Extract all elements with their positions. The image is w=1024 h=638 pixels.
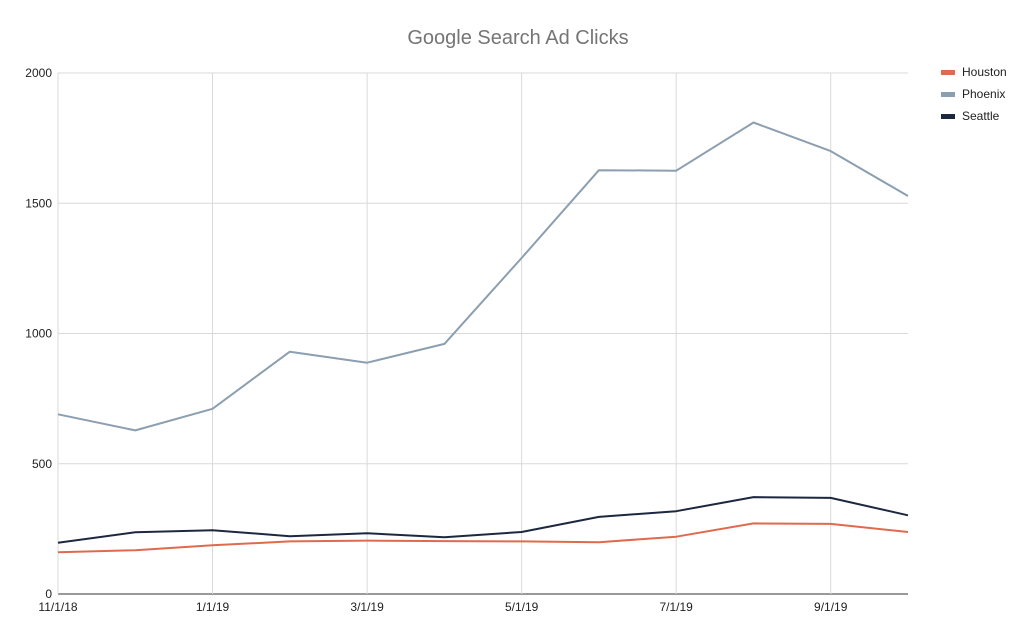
- series-line-phoenix: [57, 121, 909, 432]
- chart-title: Google Search Ad Clicks: [407, 27, 628, 49]
- y-tick-label: 1000: [25, 327, 52, 341]
- x-tick-label: 3/1/19: [350, 600, 384, 614]
- legend-swatch-houston: [941, 70, 955, 75]
- x-axis-ticks: 11/1/18 1/1/19 3/1/19 5/1/19 7/1/19 9/1/19: [38, 600, 847, 614]
- series-line-seattle: [57, 496, 909, 544]
- y-tick-label: 1500: [25, 196, 52, 210]
- x-tick-label: 1/1/19: [196, 600, 230, 614]
- x-tick-label: 11/1/18: [38, 600, 77, 614]
- grid-lines: [57, 72, 908, 595]
- y-tick-label: 2000: [25, 66, 52, 80]
- legend: Houston Phoenix Seattle: [941, 65, 1007, 123]
- legend-label-phoenix: Phoenix: [962, 87, 1005, 101]
- x-tick-label: 5/1/19: [505, 600, 539, 614]
- y-axis-ticks: 0 500 1000 1500 2000: [25, 66, 52, 601]
- y-tick-label: 0: [45, 587, 52, 601]
- legend-label-houston: Houston: [962, 65, 1007, 79]
- legend-swatch-seattle: [941, 114, 955, 119]
- x-tick-label: 7/1/19: [659, 600, 693, 614]
- legend-label-seattle: Seattle: [962, 109, 1000, 123]
- x-tick-label: 9/1/19: [814, 600, 848, 614]
- series-line-houston: [57, 522, 909, 554]
- y-tick-label: 500: [32, 457, 52, 471]
- series-lines: [57, 121, 909, 554]
- legend-swatch-phoenix: [941, 92, 955, 97]
